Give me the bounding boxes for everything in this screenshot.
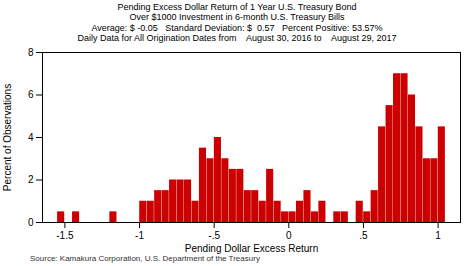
svg-text:0: 0 xyxy=(286,230,292,241)
svg-text:-1.5: -1.5 xyxy=(56,230,74,241)
svg-text:-.5: -.5 xyxy=(208,230,220,241)
svg-text:0: 0 xyxy=(28,217,34,228)
svg-text:Percent of Observations: Percent of Observations xyxy=(2,84,13,191)
svg-text:-1: -1 xyxy=(135,230,144,241)
html-text:Source: Kamakura Corporation,: Source: Kamakura Corporation, U.S. Depar… xyxy=(30,254,260,264)
svg-text:4: 4 xyxy=(28,132,34,143)
svg-text:1: 1 xyxy=(435,230,441,241)
svg-text:.5: .5 xyxy=(359,230,368,241)
svg-text:8: 8 xyxy=(28,47,34,58)
html-text:Pending Excess Dollar Return o: Pending Excess Dollar Return of 1 Year U… xyxy=(77,2,397,43)
svg-text:Pending Dollar Excess Return: Pending Dollar Excess Return xyxy=(185,243,318,254)
svg-text:6: 6 xyxy=(28,90,34,101)
svg-text:2: 2 xyxy=(28,175,34,186)
